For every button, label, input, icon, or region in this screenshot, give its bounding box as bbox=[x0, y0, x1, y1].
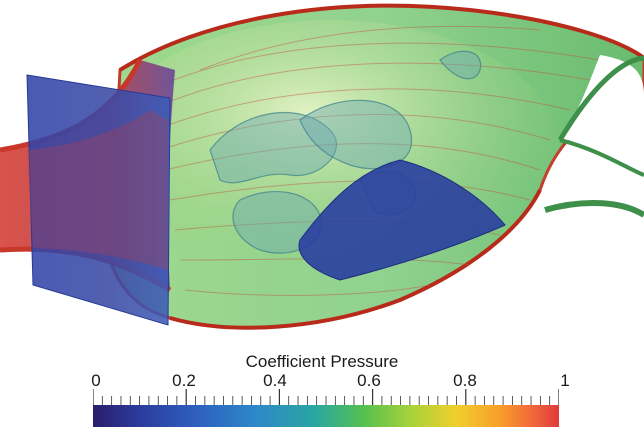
tick-label-1: 1 bbox=[560, 371, 570, 390]
wake-opening bbox=[560, 55, 644, 170]
colorbar-legend: Coefficient Pressure 0 0.2 0.4 0.6 0.8 1 bbox=[0, 340, 644, 427]
low-pressure-region bbox=[298, 159, 506, 281]
colorbar-gradient bbox=[93, 405, 559, 427]
tick-label-0-2: 0.2 bbox=[172, 371, 196, 390]
slice-plane bbox=[27, 75, 170, 325]
tick-label-0-8: 0.8 bbox=[453, 371, 477, 390]
flow-visualization bbox=[0, 3, 644, 330]
streamlines bbox=[149, 25, 601, 296]
tick-label-0-6: 0.6 bbox=[357, 371, 381, 390]
legend-title: Coefficient Pressure bbox=[245, 352, 399, 371]
tick-label-0: 0 bbox=[91, 371, 101, 390]
tick-label-0-4: 0.4 bbox=[263, 371, 287, 390]
colorbar-ticks bbox=[93, 389, 559, 405]
